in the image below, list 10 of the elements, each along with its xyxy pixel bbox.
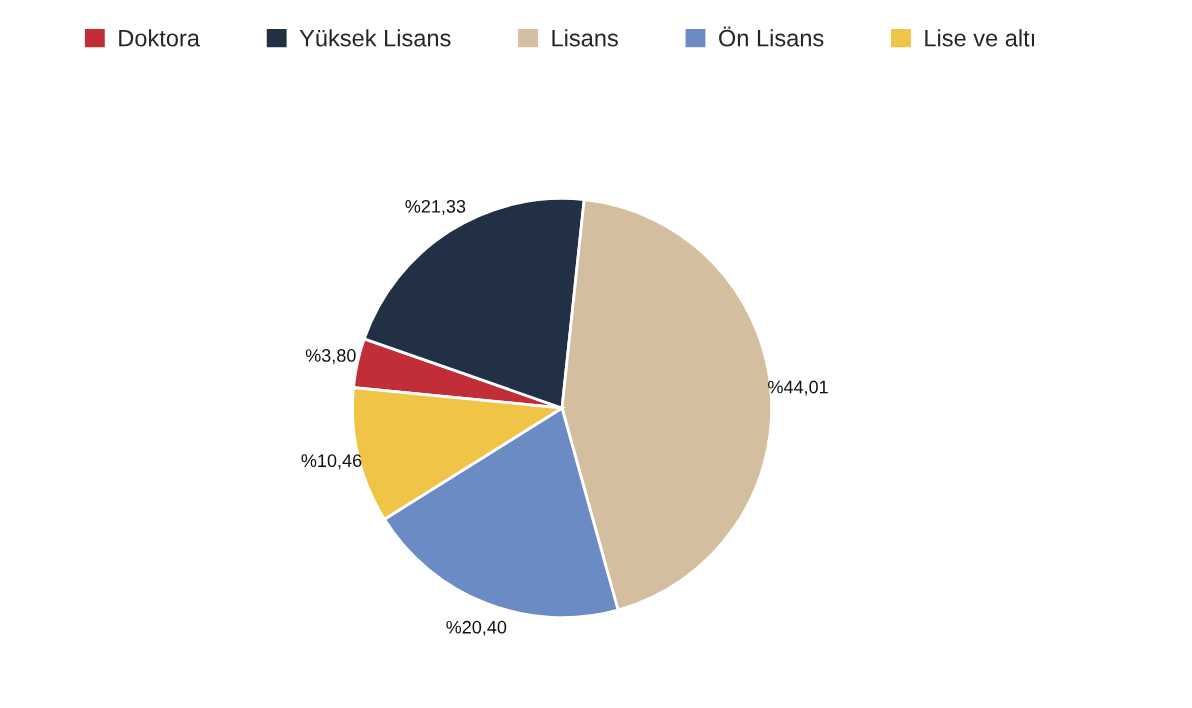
data-label: %3,80 bbox=[305, 349, 356, 364]
data-label: %10,46 bbox=[301, 454, 362, 470]
legend-label: Doktora bbox=[119, 29, 200, 47]
data-label: %21,33 bbox=[405, 199, 466, 215]
legend-label: Lisans bbox=[552, 29, 618, 47]
legend-label: Lise ve altı bbox=[925, 29, 1035, 47]
data-label: %44,01 bbox=[768, 380, 828, 396]
legend-label: Ön Lisans bbox=[719, 26, 824, 47]
data-label: %20,40 bbox=[446, 620, 507, 636]
legend-label: Yüksek Lisans bbox=[299, 29, 451, 47]
